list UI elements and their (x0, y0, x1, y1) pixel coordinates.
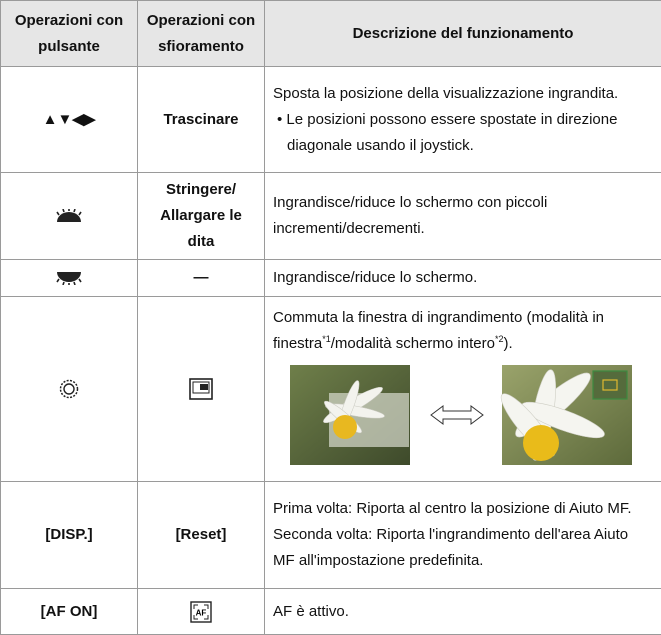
header-cell: Operazioni con sfioramento (138, 1, 265, 67)
header-row: Operazioni con pulsante Operazioni con s… (1, 1, 661, 67)
description-line: Prima volta: Riporta al centro la posizi… (273, 496, 653, 522)
description-cell: Ingrandisce/riduce lo schermo. (265, 260, 661, 297)
button-cell (1, 297, 138, 482)
text: /modalità schermo intero (331, 335, 495, 352)
row: ▲▼◀▶ Trascinare Sposta la posizione dell… (1, 67, 661, 173)
row: [DISP.] [Reset] Prima volta: Riporta al … (1, 482, 661, 589)
illustration (273, 365, 654, 467)
af-icon-text: AF (196, 608, 207, 617)
header-cell: Descrizione del funzionamento (265, 1, 661, 67)
description-cell: Prima volta: Riporta al centro la posizi… (265, 482, 661, 589)
description-cell: Sposta la posizione della visualizzazion… (265, 67, 661, 173)
bullet: • Le posizioni possono essere spostate i… (273, 107, 653, 159)
af-icon: AF (190, 601, 212, 623)
description-cell: AF è attivo. (265, 589, 661, 635)
touch-cell: — (138, 260, 265, 297)
touch-cell: [Reset] (138, 482, 265, 589)
dial-icon (55, 271, 83, 285)
description-line: Seconda volta: Riporta l'ingrandimento d… (273, 522, 653, 574)
footnote: *1 (322, 334, 331, 344)
description-cell: Commuta la finestra di ingrandimento (mo… (265, 297, 661, 482)
touch-cell: Trascinare (138, 67, 265, 173)
header-cell: Operazioni con pulsante (1, 1, 138, 67)
row: Stringere/ Allargare le dita Ingrandisce… (1, 173, 661, 260)
description-cell: Ingrandisce/riduce lo schermo con piccol… (265, 173, 661, 260)
button-cell: [AF ON] (1, 589, 138, 635)
row: — Ingrandisce/riduce lo schermo. (1, 260, 661, 297)
text: ). (503, 335, 512, 352)
button-cell: [DISP.] (1, 482, 138, 589)
touch-cell: Stringere/ Allargare le dita (138, 173, 265, 260)
touch-cell: AF (138, 589, 265, 635)
row: Commuta la finestra di ingrandimento (mo… (1, 297, 661, 482)
bullet-text: Le posizioni possono essere spostate in … (286, 111, 617, 154)
row: [AF ON] AF AF è attivo. (1, 589, 661, 635)
dial-icon (55, 209, 83, 223)
button-cell (1, 260, 138, 297)
joystick-icon (59, 379, 79, 399)
touch-cell (138, 297, 265, 482)
button-cell (1, 173, 138, 260)
description: Sposta la posizione della visualizzazion… (273, 81, 653, 107)
window-icon (189, 378, 213, 400)
description: Commuta la finestra di ingrandimento (mo… (273, 305, 653, 357)
button-cell: ▲▼◀▶ (1, 67, 138, 173)
